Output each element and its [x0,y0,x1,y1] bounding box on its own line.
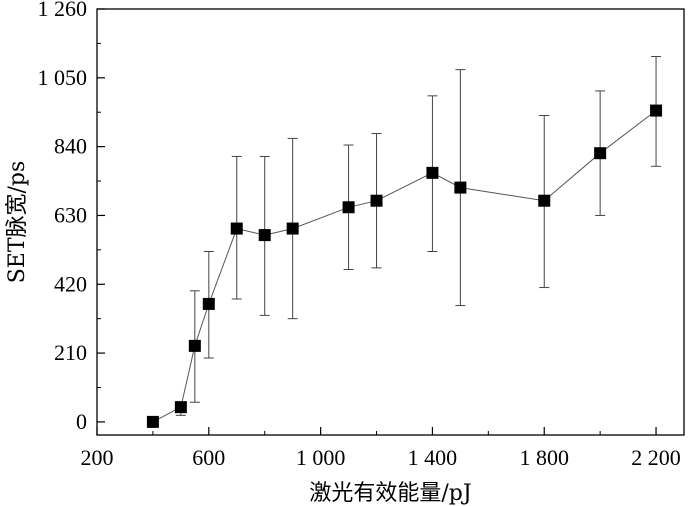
series-line [152,110,657,423]
x-tick-label: 600 [192,445,225,470]
y-tick-label: 840 [54,134,87,159]
data-point [538,194,551,207]
x-axis: 200 600 1 000 1 400 1 800 2 200 [81,427,681,470]
data-point [454,181,467,194]
data-point [370,194,383,207]
x-tick-label: 1 000 [296,445,346,470]
data-point [650,104,663,117]
data-point [426,166,439,179]
y-axis: 0 210 420 630 840 1 050 1 260 [38,0,105,434]
y-axis-title: SET脉宽/ps [5,161,30,284]
data-point [342,201,355,214]
y-tick-label: 0 [76,409,87,434]
y-tick-label: 630 [54,202,87,227]
series [146,56,663,428]
x-axis-title: 激光有效能量/pJ [309,481,471,506]
x-tick-label: 1 800 [519,445,569,470]
data-point [188,339,201,352]
y-tick-label: 1 050 [38,65,88,90]
plot-frame [96,8,685,436]
data-point [146,415,159,428]
y-tick-label: 420 [54,271,87,296]
x-tick-label: 2 200 [631,445,681,470]
data-point [258,229,271,242]
y-tick-label: 1 260 [38,0,88,21]
y-tick-label: 210 [54,340,87,365]
data-point [286,222,299,235]
data-point [594,147,607,160]
data-point [174,401,187,414]
x-tick-label: 1 400 [408,445,458,470]
plot-border [96,8,685,436]
data-point [202,297,215,310]
data-point [230,222,243,235]
x-tick-label: 200 [81,445,114,470]
